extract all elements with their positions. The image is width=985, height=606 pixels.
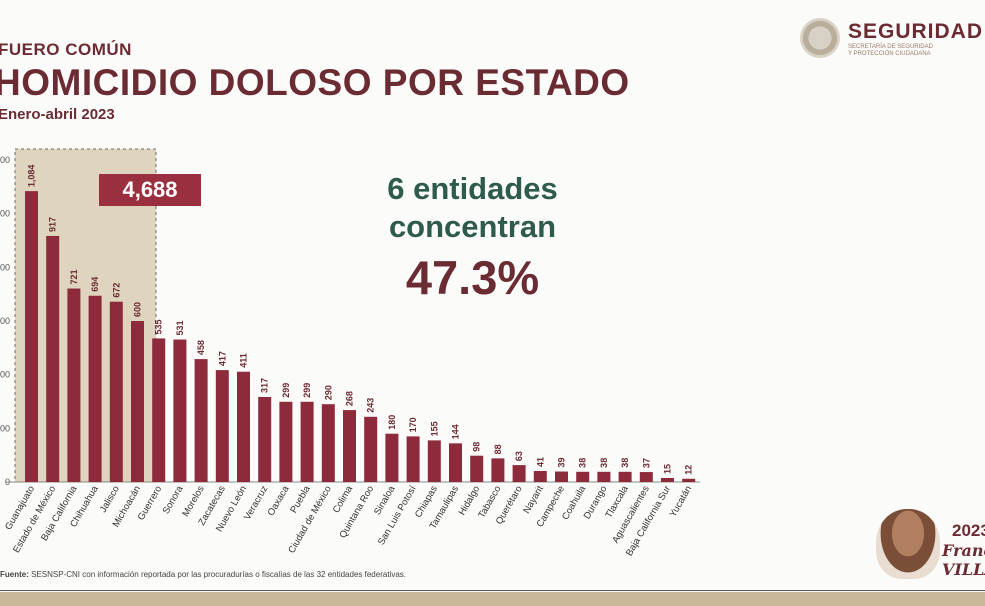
emblem-name: Francisco VILLA [942,541,985,579]
category-label: Ciudad de México [286,484,334,555]
bar-value-label: 39 [557,458,567,468]
highlight-region-border [14,148,157,483]
bar-value-label: 63 [514,451,524,461]
bar-value-label: 88 [493,444,503,454]
footer-divider [0,590,985,591]
bar [364,416,378,482]
total-badge [99,174,201,206]
bar [88,295,102,482]
bar-value-label: 458 [196,340,206,355]
brand-name: SEGURIDAD [848,20,984,43]
bar-value-label: 155 [429,421,439,436]
bar [470,455,484,482]
total-badge-label: 4,688 [122,177,177,202]
bar [597,471,611,482]
bar [109,301,123,482]
bar-value-label: 535 [154,319,164,334]
category-label: Oaxaca [266,483,292,517]
bar [406,436,420,482]
bar [682,478,696,482]
concentration-line2: concentran [388,209,557,244]
bar-value-label: 144 [451,424,461,439]
bar [131,321,144,482]
bar-value-label: 180 [387,415,397,430]
concentration-line1: 6 entidades [387,171,558,206]
bar-value-label: 38 [578,458,588,468]
brand-sub-line1: SECRETARÍA DE SEGURIDAD [848,44,933,50]
bar-value-label: 243 [366,398,376,413]
bar-value-label: 299 [281,383,291,398]
source-label: Fuente: [0,570,29,579]
bar-value-label: 317 [260,378,270,393]
bar-value-label: 170 [408,417,418,432]
bar [321,404,335,482]
bar-chart: 4,68802004006008001,0001,2001,084Guanaju… [0,148,700,558]
bar [618,471,632,482]
bar-value-label: 12 [684,465,694,475]
bar-value-label: 721 [69,270,79,285]
bar [576,471,590,482]
chart-title: HOMICIDIO DOLOSO POR ESTADO [0,62,630,103]
source-note: Fuente: SESNSP-CNI con información repor… [0,570,406,579]
chart-kicker: FUERO COMÚN [0,40,132,59]
bar [343,410,356,482]
concentration-percent: 47.3% [405,251,540,304]
portrait-icon [876,509,940,579]
bar [152,338,166,482]
bar-value-label: 531 [175,320,185,335]
brand-subtitle: SECRETARÍA DE SEGURIDAD Y PROTECCIÓN CIU… [848,44,933,58]
source-text: SESNSP-CNI con información reportada por… [31,570,406,579]
bar [512,465,526,482]
bar-value-label: 672 [111,283,121,298]
national-seal-icon [800,18,840,58]
y-tick-label: 200 [0,423,10,433]
bar [215,370,229,482]
bar-value-label: 411 [239,353,249,368]
bar [67,288,81,482]
bar-value-label: 98 [472,442,482,452]
bar-value-label: 268 [345,391,355,406]
bar-value-label: 15 [663,464,673,474]
bar-value-label: 41 [535,457,545,467]
bar [385,433,399,482]
bar [555,471,568,482]
y-tick-label: 1,200 [0,155,10,165]
bar-value-label: 917 [48,217,58,232]
concentration-text: 6 entidades concentran [330,170,615,246]
bar [237,371,250,482]
bar [449,443,462,482]
bar [661,477,674,482]
chart-subtitle: Enero-abril 2023 [0,106,115,123]
bar [194,359,208,482]
footer-bar [0,592,985,606]
bar [279,401,293,482]
bar-value-label: 38 [620,458,630,468]
brand-sub-line2: Y PROTECCIÓN CIUDADANA [848,51,931,57]
bar-value-label: 417 [217,351,227,366]
bar-value-label: 694 [90,277,100,292]
y-tick-label: 400 [0,370,10,380]
bar [300,401,314,482]
bar [639,472,653,482]
bar [173,339,187,482]
bar-value-label: 38 [599,458,609,468]
y-tick-label: 800 [0,262,10,272]
bar-value-label: 600 [133,302,143,317]
bar [427,440,441,482]
bar [491,458,505,482]
emblem-year: 2023 [952,521,985,540]
seguridad-logo: SEGURIDAD SECRETARÍA DE SEGURIDAD Y PROT… [800,16,985,62]
bar [533,470,547,482]
y-tick-label: 1,000 [0,209,10,219]
bar-value-label: 1,084 [27,165,37,188]
bar-value-label: 37 [641,458,651,468]
y-tick-label: 600 [0,316,10,326]
bar [46,235,60,482]
bar-value-label: 299 [302,383,312,398]
bar [25,191,38,483]
francisco-villa-emblem: 2023 Francisco VILLA [870,505,985,585]
bar-value-label: 290 [323,385,333,400]
bar [258,396,272,482]
